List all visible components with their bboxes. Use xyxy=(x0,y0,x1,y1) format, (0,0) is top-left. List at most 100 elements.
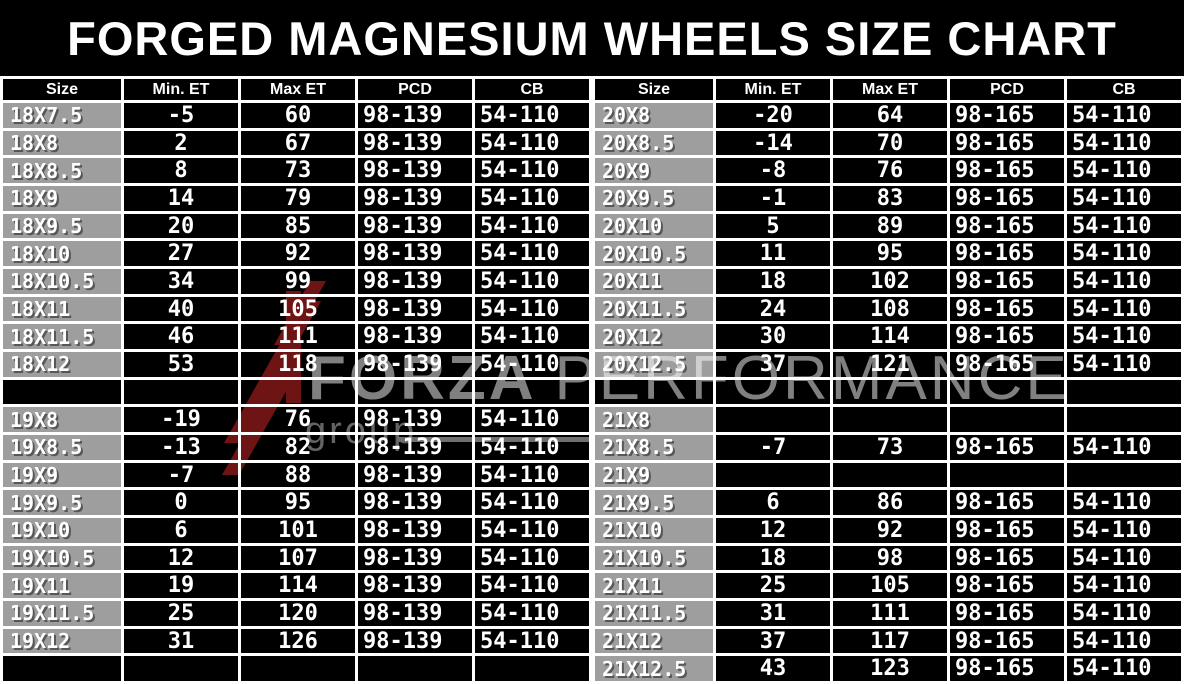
size-cell: 20X10.5 xyxy=(595,241,713,266)
col-header-min-et: Min. ET xyxy=(716,79,830,100)
cb-cell: 54-110 xyxy=(1067,185,1181,211)
min-et-cell: 43 xyxy=(716,656,830,681)
spacer-cell xyxy=(241,379,355,405)
cb-cell: 54-110 xyxy=(1067,351,1181,377)
spacer-cell xyxy=(3,379,121,405)
max-et-cell: 126 xyxy=(241,628,355,654)
cb-cell: 54-110 xyxy=(1067,268,1181,294)
max-et-cell: 92 xyxy=(833,517,947,543)
size-cell: 19X10.5 xyxy=(3,545,121,571)
min-et-cell: 34 xyxy=(124,268,238,294)
max-et-cell: 88 xyxy=(241,462,355,488)
max-et-cell: 114 xyxy=(241,573,355,598)
max-et-cell: 120 xyxy=(241,600,355,626)
size-cell: 18X11 xyxy=(3,296,121,322)
pcd-cell: 98-139 xyxy=(358,185,472,211)
min-et-cell: 6 xyxy=(124,517,238,543)
max-et-cell: 86 xyxy=(833,490,947,515)
size-cell: 18X10.5 xyxy=(3,268,121,294)
max-et-cell: 89 xyxy=(833,213,947,239)
cb-cell: 54-110 xyxy=(475,130,589,156)
pcd-cell: 98-139 xyxy=(358,434,472,460)
size-cell: 20X9 xyxy=(595,158,713,183)
min-et-cell xyxy=(716,407,830,432)
cb-cell: 54-110 xyxy=(475,296,589,322)
size-cell: 20X8 xyxy=(595,103,713,128)
size-cell: 21X12.5 xyxy=(595,656,713,681)
size-cell: 19X9 xyxy=(3,462,121,488)
size-cell: 18X7.5 xyxy=(3,103,121,128)
pcd-cell: 98-165 xyxy=(950,351,1064,377)
max-et-cell: 95 xyxy=(833,241,947,266)
cb-cell xyxy=(1067,407,1181,432)
max-et-cell: 73 xyxy=(241,158,355,183)
pcd-cell: 98-165 xyxy=(950,490,1064,515)
size-cell: 21X11 xyxy=(595,573,713,598)
min-et-cell: 31 xyxy=(124,628,238,654)
pcd-cell: 98-139 xyxy=(358,600,472,626)
max-et-cell: 67 xyxy=(241,130,355,156)
cb-cell: 54-110 xyxy=(475,407,589,432)
pcd-cell: 98-139 xyxy=(358,241,472,266)
size-cell: 20X9.5 xyxy=(595,185,713,211)
max-et-cell: 102 xyxy=(833,268,947,294)
size-cell: 21X10.5 xyxy=(595,545,713,571)
pcd-cell: 98-165 xyxy=(950,241,1064,266)
size-cell: 21X12 xyxy=(595,628,713,654)
cb-cell: 54-110 xyxy=(475,185,589,211)
pcd-cell: 98-165 xyxy=(950,185,1064,211)
pcd-cell: 98-165 xyxy=(950,213,1064,239)
wheel-table-20-21: Size Min. ET Max ET PCD CB 20X8 -20 64 98-165 54-… xyxy=(592,76,1184,684)
min-et-cell: 37 xyxy=(716,351,830,377)
size-cell: 20X10 xyxy=(595,213,713,239)
pcd-cell: 98-165 xyxy=(950,103,1064,128)
size-cell: 18X8 xyxy=(3,130,121,156)
pcd-cell: 98-165 xyxy=(950,600,1064,626)
pcd-cell: 98-165 xyxy=(950,434,1064,460)
min-et-cell: 8 xyxy=(124,158,238,183)
max-et-cell: 108 xyxy=(833,296,947,322)
min-et-cell: 37 xyxy=(716,628,830,654)
max-et-cell: 83 xyxy=(833,185,947,211)
cb-cell: 54-110 xyxy=(475,462,589,488)
cb-cell: 54-110 xyxy=(475,490,589,515)
col-header-pcd: PCD xyxy=(358,79,472,100)
cb-cell: 54-110 xyxy=(475,434,589,460)
cb-cell: 54-110 xyxy=(1067,517,1181,543)
pcd-cell: 98-165 xyxy=(950,545,1064,571)
pcd-cell: 98-165 xyxy=(950,158,1064,183)
cb-cell: 54-110 xyxy=(475,545,589,571)
size-cell: 20X8.5 xyxy=(595,130,713,156)
max-et-cell xyxy=(833,407,947,432)
size-cell: 18X12 xyxy=(3,351,121,377)
max-et-cell: 82 xyxy=(241,434,355,460)
cb-cell: 54-110 xyxy=(475,268,589,294)
max-et-cell: 101 xyxy=(241,517,355,543)
max-et-cell: 76 xyxy=(241,407,355,432)
max-et-cell: 105 xyxy=(241,296,355,322)
size-cell: 21X9.5 xyxy=(595,490,713,515)
spacer-cell xyxy=(358,656,472,681)
size-cell: 19X9.5 xyxy=(3,490,121,515)
pcd-cell: 98-139 xyxy=(358,407,472,432)
cb-cell: 54-110 xyxy=(475,600,589,626)
min-et-cell: 30 xyxy=(716,324,830,349)
size-cell: 20X11 xyxy=(595,268,713,294)
min-et-cell: -8 xyxy=(716,158,830,183)
col-header-max-et: Max ET xyxy=(241,79,355,100)
col-header-size: Size xyxy=(3,79,121,100)
pcd-cell: 98-139 xyxy=(358,628,472,654)
cb-cell: 54-110 xyxy=(1067,213,1181,239)
min-et-cell: 11 xyxy=(716,241,830,266)
spacer-cell xyxy=(950,379,1064,405)
pcd-cell: 98-139 xyxy=(358,545,472,571)
pcd-cell: 98-165 xyxy=(950,573,1064,598)
cb-cell: 54-110 xyxy=(1067,656,1181,681)
pcd-cell: 98-139 xyxy=(358,324,472,349)
pcd-cell: 98-165 xyxy=(950,324,1064,349)
size-cell: 18X8.5 xyxy=(3,158,121,183)
size-cell: 21X9 xyxy=(595,462,713,488)
min-et-cell: 27 xyxy=(124,241,238,266)
max-et-cell: 60 xyxy=(241,103,355,128)
spacer-cell xyxy=(1067,379,1181,405)
